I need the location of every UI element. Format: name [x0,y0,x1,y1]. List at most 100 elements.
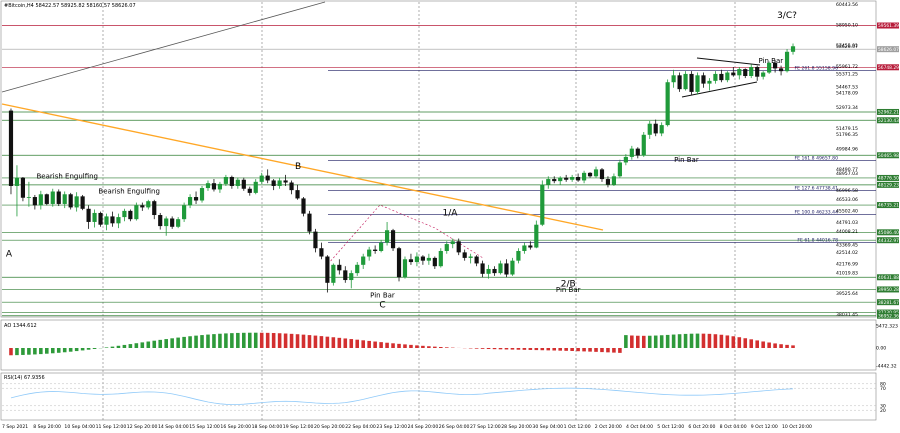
time-tick-20: 4 Oct 04:00 [626,424,653,430]
level-badge-5 [877,152,899,159]
candle-body-94 [570,176,575,180]
time-tick-21: 5 Oct 12:00 [657,424,684,430]
candle-body-89 [540,184,545,225]
candle-body-64 [390,230,396,249]
level-badge-label-4: 52130.43 [878,118,899,124]
candle-body-112 [677,75,682,90]
annotation-1: Bearish Engulfing [98,187,160,195]
long-trendline [1,1,326,93]
candles [8,43,796,293]
price-tick-3: 55961.72 [836,64,858,70]
candle-body-87 [528,245,533,248]
price-tick-5: 52973.34 [836,105,858,111]
candle-body-18 [116,217,121,224]
candle-body-48 [295,190,300,199]
candle-body-9 [62,194,67,204]
candle-body-46 [283,180,288,183]
time-tick-19: 2 Oct 20:00 [595,424,622,430]
candle-body-126 [761,72,766,77]
candle-body-49 [301,198,306,214]
time-tick-25: 10 Oct 20:00 [782,424,812,430]
candle-body-23 [146,201,151,208]
candle-body-59 [361,256,366,265]
main-panel-frame [0,0,877,318]
main-panel-title: #Bitcoin,H4 58422.57 58925.82 58160.57 5… [4,3,136,9]
time-tick-15: 27 Sep 12:00 [470,424,501,430]
candle-body-72 [438,250,443,267]
price-tick-8: 48490.77 [836,167,858,173]
candle-body-75 [456,241,461,253]
candle-body-70 [426,257,431,261]
fib-label-3: FE 100.0 46233.44 [794,210,838,216]
level-badge-0 [877,22,899,29]
fib-label-2: FE 127.6 47738.41 [794,185,838,191]
orange-downtrend-line [1,103,604,231]
candle-body-19 [122,210,127,218]
level-badge-label-5: 50465.98 [878,153,899,159]
rsi-panel-title: RSI(14) 67.9356 [4,375,45,381]
candle-body-27 [170,218,175,227]
rsi-tick-1: 70 [880,386,886,392]
rsi-tick-2: 30 [880,403,886,409]
candle-body-57 [349,273,354,281]
level-badge-label-13: 38281.67 [878,300,899,306]
price-tick-6: 51479.15 [836,126,858,132]
candle-body-21 [134,205,139,220]
wave-callout: 3/C? [777,11,797,21]
time-tick-22: 6 Oct 20:00 [688,424,715,430]
candle-body-16 [104,216,109,225]
candle-body-2 [20,177,26,198]
annotation-10: A [6,250,13,260]
candle-body-102 [617,162,622,177]
annotation-3: 1/A [443,209,459,219]
level-badge-label-0: 59561.39 [878,23,899,29]
candle-body-119 [719,73,724,81]
level-badge-label-7: 48129.23 [878,182,899,188]
candle-body-79 [480,263,485,274]
price-tick-10: 45502.40 [836,208,858,214]
candle-body-99 [599,169,605,180]
candle-body-32 [199,188,205,201]
candle-body-68 [414,256,420,263]
time-tick-5: 14 Sep 04:00 [158,424,189,430]
candle-body-111 [671,75,676,83]
rsi-series [10,387,794,405]
wedge-lower-line [681,81,758,98]
candle-body-121 [731,72,736,76]
candle-body-0 [8,110,14,186]
candle-body-45 [277,180,282,186]
wave-connector [327,204,484,265]
annotations: Bearish Engulfing Bearish Engulfing B 1/A Pi… [6,11,797,310]
candle-body-118 [713,73,718,81]
price-tick-extra-0: 58626.07 [836,44,858,50]
candle-body-3 [26,197,31,198]
candle-body-35 [217,183,223,190]
time-tick-23: 8 Oct 04:00 [720,424,747,430]
candle-body-78 [474,256,479,264]
annotation-8: Pin Bar [674,156,699,164]
candle-body-42 [259,175,264,182]
annotation-6: 2/B [561,279,576,289]
annotation-0: Bearish Engulfing [37,173,99,181]
candle-body-84 [510,260,515,275]
candle-body-56 [343,270,348,281]
candle-body-14 [92,212,97,222]
candle-body-110 [665,82,670,126]
candle-body-114 [689,73,694,92]
level-badge-9 [877,229,899,236]
candle-body-60 [367,249,372,257]
candle-body-73 [444,244,449,251]
candle-body-76 [462,252,467,258]
candle-body-7 [50,191,55,204]
time-tick-8: 18 Sep 04:00 [252,424,283,430]
candle-body-61 [373,249,378,251]
vertical-gridlines [102,2,736,420]
time-tick-16: 28 Sep 20:00 [501,424,532,430]
candle-body-55 [337,264,342,271]
candle-body-65 [396,248,402,278]
candle-body-81 [492,268,497,274]
candle-body-33 [205,183,211,189]
wedge-upper-line [696,57,761,66]
time-tick-0: 7 Sep 2021 [2,424,28,430]
time-tick-4: 12 Sep 20:00 [127,424,158,430]
